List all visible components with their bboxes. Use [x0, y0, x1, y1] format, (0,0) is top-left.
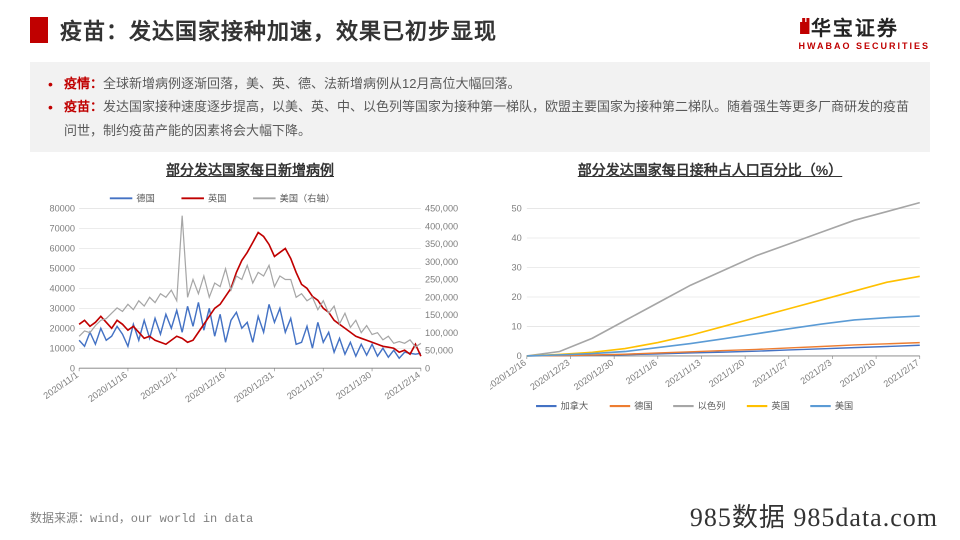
- svg-text:250,000: 250,000: [425, 275, 458, 285]
- svg-text:2021/1/27: 2021/1/27: [751, 358, 790, 390]
- svg-text:80000: 80000: [49, 204, 75, 214]
- svg-text:400,000: 400,000: [425, 222, 458, 232]
- logo-cn: 华宝证券: [811, 12, 899, 41]
- bullet-text: 全球新增病例逐渐回落，美、英、德、法新增病例从12月高位大幅回落。: [103, 76, 520, 91]
- svg-text:2021/1/20: 2021/1/20: [707, 358, 746, 390]
- bullet-item: 疫苗：发达国家接种速度逐步提高，以美、英、中、以色列等国家为接种第一梯队，欧盟主…: [48, 95, 912, 142]
- chart2-svg: 010203040502020/12/162020/12/232020/12/3…: [490, 184, 930, 419]
- svg-text:10000: 10000: [49, 343, 75, 353]
- svg-text:2021/1/6: 2021/1/6: [624, 358, 659, 387]
- svg-text:英国: 英国: [771, 400, 789, 411]
- charts-row: 部分发达国家每日新增病例 0 10000 20000 30000 40000 50000 6…: [0, 160, 960, 424]
- svg-text:2021/1/13: 2021/1/13: [663, 358, 702, 390]
- svg-text:40: 40: [511, 233, 521, 243]
- svg-text:40000: 40000: [49, 284, 75, 294]
- svg-text:2020/12/1: 2020/12/1: [139, 370, 178, 402]
- title-accent: [30, 17, 48, 43]
- svg-text:2020/12/16: 2020/12/16: [490, 358, 528, 393]
- svg-text:德国: 德国: [634, 400, 652, 411]
- info-box: 疫情：全球新增病例逐渐回落，美、英、德、法新增病例从12月高位大幅回落。 疫苗：…: [30, 62, 930, 152]
- chart1-title: 部分发达国家每日新增病例: [30, 160, 470, 180]
- page-title: 疫苗：发达国家接种加速，效果已初步显现: [60, 14, 497, 46]
- svg-text:50000: 50000: [49, 264, 75, 274]
- svg-text:2021/2/14: 2021/2/14: [383, 370, 422, 402]
- svg-text:2020/12/23: 2020/12/23: [528, 358, 571, 393]
- svg-text:150,000: 150,000: [425, 310, 458, 320]
- svg-text:2020/12/31: 2020/12/31: [232, 370, 275, 405]
- svg-text:30: 30: [511, 263, 521, 273]
- chart-right: 部分发达国家每日接种占人口百分比（%） 010203040502020/12/1…: [490, 160, 930, 424]
- chart-left: 部分发达国家每日新增病例 0 10000 20000 30000 40000 50000 6…: [30, 160, 470, 424]
- svg-text:2021/2/3: 2021/2/3: [799, 358, 834, 387]
- watermark: 985数据 985data.com: [690, 497, 938, 534]
- svg-text:20: 20: [511, 292, 521, 302]
- svg-text:2020/11/1: 2020/11/1: [42, 370, 81, 401]
- svg-text:加拿大: 加拿大: [561, 400, 589, 411]
- svg-text:2021/2/10: 2021/2/10: [838, 358, 877, 390]
- logo-en: HWABAO SECURITIES: [798, 41, 930, 51]
- chart1-svg: 0 10000 20000 30000 40000 50000 60000 70000 8000…: [30, 184, 470, 419]
- data-source: 数据来源：wind，our world in data: [30, 509, 253, 526]
- svg-text:2020/12/16: 2020/12/16: [183, 370, 226, 405]
- svg-text:0: 0: [425, 363, 430, 373]
- svg-text:30000: 30000: [49, 304, 75, 314]
- svg-text:300,000: 300,000: [425, 257, 458, 267]
- svg-text:2021/2/17: 2021/2/17: [882, 358, 921, 390]
- svg-text:美国（右轴）: 美国（右轴）: [280, 193, 335, 204]
- svg-text:50: 50: [511, 204, 521, 214]
- svg-text:50,000: 50,000: [425, 346, 453, 356]
- svg-text:德国: 德国: [136, 193, 154, 204]
- svg-text:450,000: 450,000: [425, 204, 458, 214]
- svg-text:10: 10: [511, 322, 521, 332]
- svg-text:70000: 70000: [49, 224, 75, 234]
- bullet-text: 发达国家接种速度逐步提高，以美、英、中、以色列等国家为接种第一梯队，欧盟主要国家…: [64, 99, 909, 137]
- chart2-title: 部分发达国家每日接种占人口百分比（%）: [490, 160, 930, 180]
- brand-logo: ılıl 华宝证券 HWABAO SECURITIES: [798, 12, 930, 51]
- svg-text:以色列: 以色列: [698, 400, 726, 411]
- svg-text:60000: 60000: [49, 244, 75, 254]
- logo-mark-icon: ılıl: [798, 14, 806, 40]
- svg-text:2021/1/30: 2021/1/30: [334, 370, 373, 402]
- svg-text:2020/12/30: 2020/12/30: [572, 358, 615, 393]
- svg-text:350,000: 350,000: [425, 239, 458, 249]
- svg-text:2021/1/15: 2021/1/15: [285, 370, 324, 402]
- svg-text:100,000: 100,000: [425, 328, 458, 338]
- svg-text:200,000: 200,000: [425, 292, 458, 302]
- bullet-label: 疫情：: [64, 76, 103, 91]
- svg-text:2020/11/16: 2020/11/16: [86, 370, 129, 404]
- bullet-item: 疫情：全球新增病例逐渐回落，美、英、德、法新增病例从12月高位大幅回落。: [48, 72, 912, 95]
- bullet-label: 疫苗：: [64, 99, 103, 114]
- svg-text:英国: 英国: [208, 193, 226, 204]
- svg-text:美国: 美国: [835, 400, 853, 411]
- svg-text:20000: 20000: [49, 324, 75, 334]
